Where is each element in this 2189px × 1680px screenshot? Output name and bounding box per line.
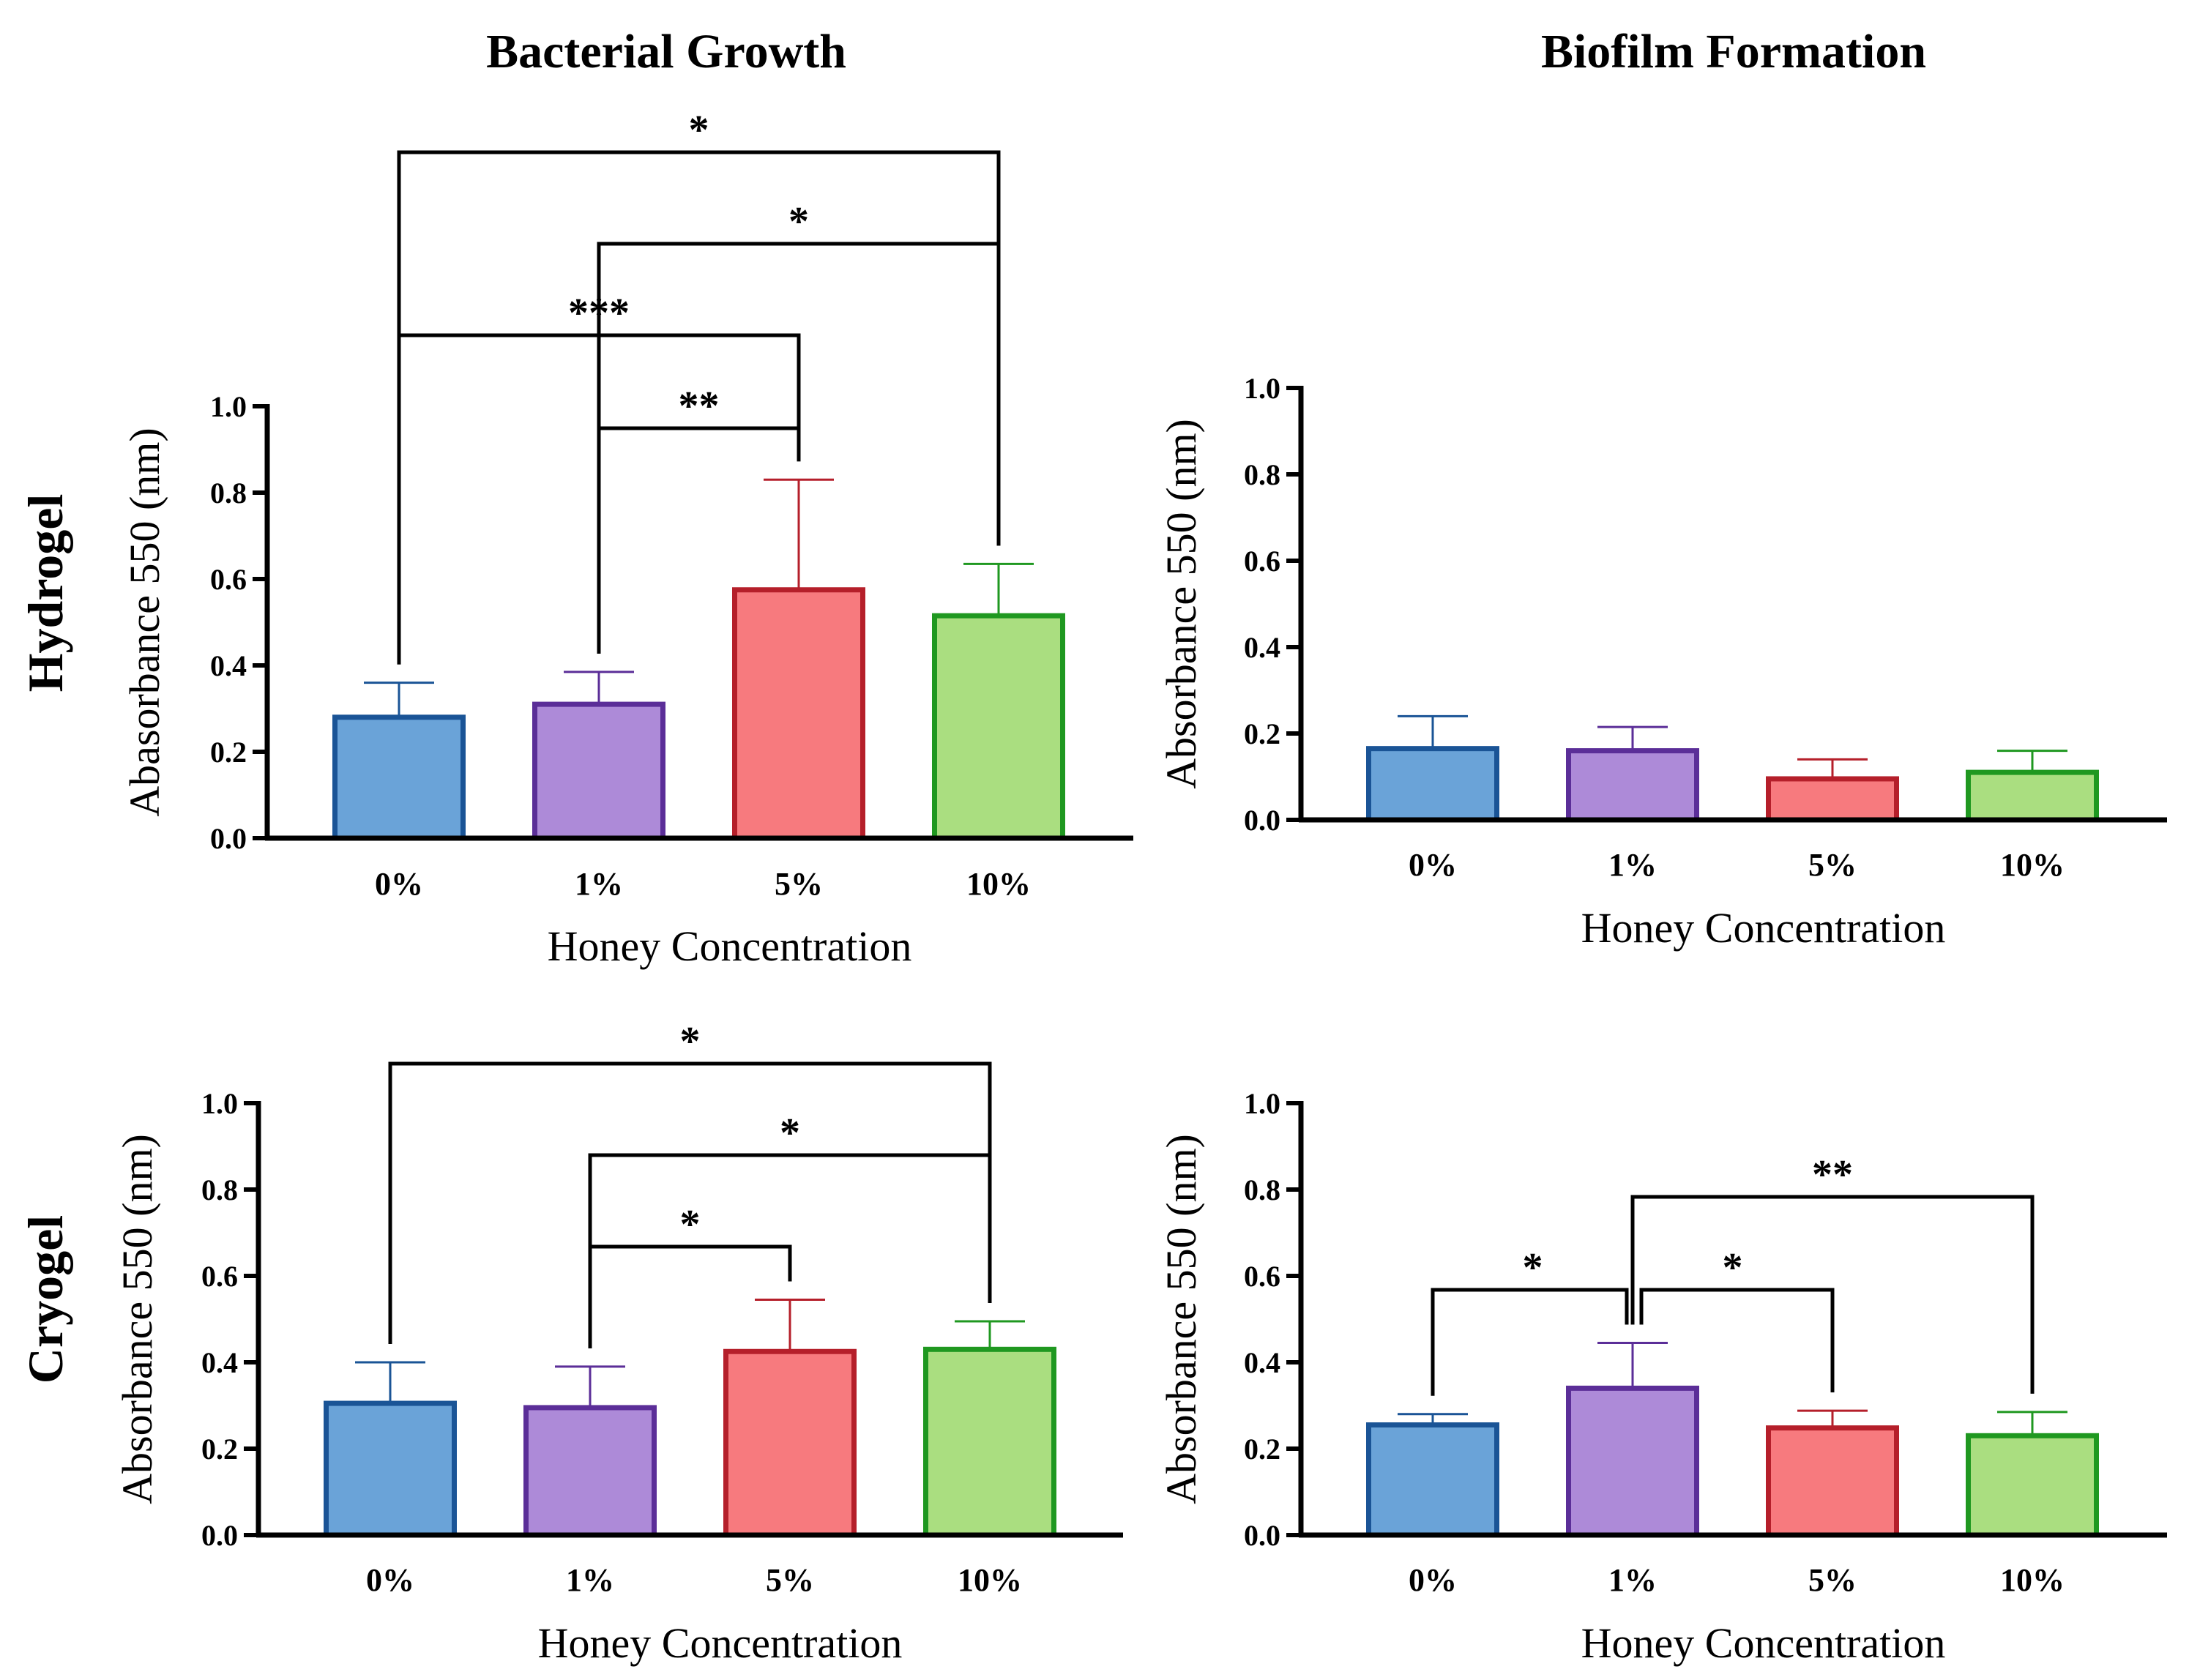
y-tick-label: 0.6 [1244, 1260, 1280, 1293]
bar-1pct [523, 1405, 657, 1538]
y-tick-label: 0.6 [201, 1260, 238, 1293]
significance-label: * [788, 199, 809, 244]
column-title-biofilm-formation: Biofilm Formation [1541, 25, 1926, 78]
bar-5pct [1766, 776, 1899, 823]
x-tick-label: 0% [375, 866, 423, 902]
bar-0pct [1366, 1422, 1499, 1538]
column-title-bacterial-growth: Bacterial Growth [486, 25, 846, 78]
y-tick-label: 1.0 [210, 390, 247, 423]
significance-bracket [588, 1244, 792, 1348]
bar-0pct [332, 714, 466, 841]
y-tick-label: 0.2 [1244, 717, 1280, 750]
y-axis-label: Absorbance 550 (nm) [113, 1134, 161, 1504]
y-tick-label: 1.0 [1244, 1087, 1280, 1120]
significance-bracket [1639, 1288, 1835, 1393]
significance-label: * [680, 1202, 701, 1247]
row-title-cryogel: Cryogel [18, 1215, 73, 1384]
bar-5pct [732, 587, 865, 841]
y-tick-label: 0.8 [201, 1173, 238, 1206]
significance-bracket [1431, 1288, 1629, 1396]
row-title-hydrogel: Hydrogel [18, 494, 73, 692]
y-tick-label: 0.4 [201, 1346, 238, 1379]
y-axis-label: Abasorbance 550 (nm) [121, 428, 168, 817]
significance-label: * [780, 1110, 800, 1156]
x-tick-label: 5% [1808, 1562, 1857, 1598]
bar-10pct [1966, 1433, 2099, 1538]
y-tick-label: 0.4 [1244, 631, 1280, 664]
y-tick-label: 0.2 [201, 1433, 238, 1466]
y-tick-label: 0.8 [1244, 1173, 1280, 1206]
y-tick-label: 0.8 [1244, 458, 1280, 491]
significance-bracket [388, 1061, 992, 1344]
x-tick-label: 5% [1808, 847, 1857, 883]
bar-0pct [1366, 746, 1499, 823]
bar-5pct [723, 1348, 857, 1538]
y-tick-label: 1.0 [201, 1087, 238, 1120]
y-axis-label: Absorbance 550 (nm) [1157, 1134, 1205, 1504]
significance-label: * [1523, 1245, 1543, 1291]
x-tick-label: 0% [366, 1562, 414, 1598]
y-tick-label: 0.4 [210, 649, 247, 682]
x-tick-label: 1% [1608, 1562, 1657, 1598]
significance-label: ** [679, 384, 720, 429]
y-tick-label: 0.0 [210, 822, 247, 855]
x-axis-label: Honey Concentration [1581, 904, 1946, 952]
x-tick-label: 10% [958, 1562, 1022, 1598]
chart-cryogel-bacterial-growth: 0.0 0.2 0.4 0.6 0.8 1.0 0% 1% 5% 10% Honey Concent… [113, 1019, 1123, 1667]
x-tick-label: 1% [575, 866, 623, 902]
y-tick-label: 0.6 [1244, 545, 1280, 578]
y-tick-label: 0.2 [1244, 1433, 1280, 1466]
x-tick-label: 5% [766, 1562, 814, 1598]
significance-bracket [397, 150, 1001, 665]
bar-1pct [532, 701, 665, 841]
x-axis-label: Honey Concentration [1581, 1619, 1946, 1667]
x-tick-label: 0% [1409, 847, 1457, 883]
y-tick-label: 0.0 [1244, 804, 1280, 837]
x-tick-label: 1% [566, 1562, 614, 1598]
bar-10pct [932, 613, 1065, 841]
x-tick-label: 0% [1409, 1562, 1457, 1598]
chart-hydrogel-biofilm-formation: 0.0 0.2 0.4 0.6 0.8 1.0 0% 1% 5% 10% Honey Concent… [1157, 372, 2167, 952]
y-tick-label: 1.0 [1244, 372, 1280, 405]
bar-0pct [324, 1400, 457, 1538]
x-tick-label: 10% [2000, 847, 2065, 883]
y-tick-label: 0.2 [210, 736, 247, 769]
chart-cryogel-biofilm-formation: 0.0 0.2 0.4 0.6 0.8 1.0 0% 1% 5% 10% Honey Concent… [1157, 1087, 2167, 1667]
y-tick-label: 0.0 [201, 1519, 238, 1552]
x-axis-label: Honey Concentration [538, 1619, 903, 1667]
x-tick-label: 10% [2000, 1562, 2065, 1598]
significance-label: * [689, 108, 709, 153]
significance-bracket [1630, 1195, 2035, 1394]
significance-label: * [1723, 1245, 1743, 1291]
chart-hydrogel-bacterial-growth: 0.0 0.2 0.4 0.6 0.8 1.0 0% 1% 5% 10% Honey Concent… [121, 108, 1133, 970]
significance-label: ** [1812, 1152, 1853, 1198]
bar-1pct [1566, 1385, 1699, 1538]
significance-label: * [680, 1019, 701, 1064]
bar-1pct [1566, 748, 1699, 823]
bar-5pct [1766, 1425, 1899, 1538]
x-axis-label: Honey Concentration [548, 922, 912, 970]
x-tick-label: 10% [966, 866, 1031, 902]
bar-10pct [1966, 769, 2099, 823]
y-tick-label: 0.4 [1244, 1346, 1280, 1379]
y-axis-label: Absorbance 550 (nm) [1157, 419, 1205, 789]
x-tick-label: 5% [775, 866, 823, 902]
x-tick-label: 1% [1608, 847, 1657, 883]
y-tick-label: 0.6 [210, 563, 247, 596]
y-tick-label: 0.8 [210, 477, 247, 509]
y-tick-label: 0.0 [1244, 1519, 1280, 1552]
bar-10pct [923, 1346, 1056, 1538]
